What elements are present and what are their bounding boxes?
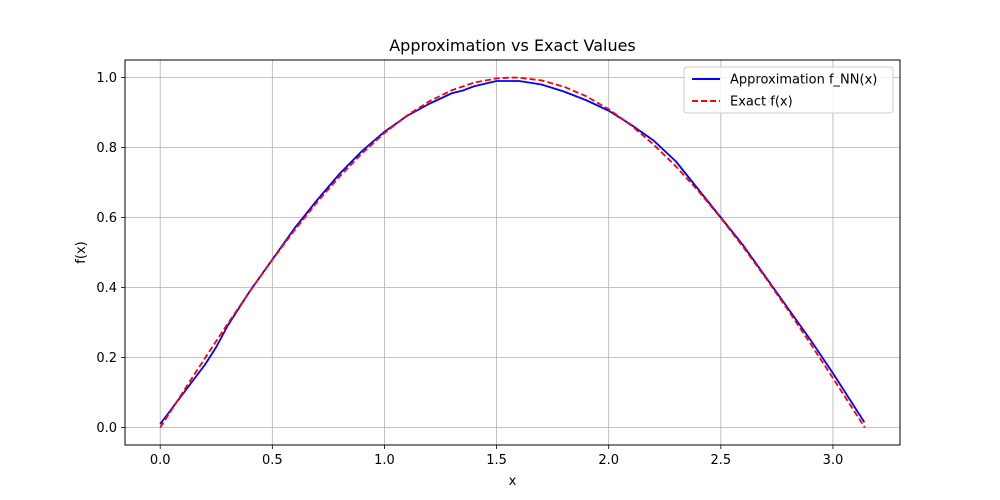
x-tick-label: 2.5 [710,453,731,468]
y-tick-label: 0.2 [96,351,117,366]
x-tick-label: 2.0 [598,453,619,468]
y-tick-label: 0.4 [96,281,117,296]
y-tick-label: 0.6 [96,211,117,226]
x-tick-label: 0.0 [150,453,171,468]
legend-label-approximation: Approximation f_NN(x) [730,73,877,88]
legend-label-exact: Exact f(x) [730,95,793,110]
series-line-exact [159,76,866,428]
x-tick-label: 1.5 [486,453,507,468]
y-axis-label: f(x) [74,241,89,263]
y-tick-label: 0.0 [96,421,117,436]
legend-box [683,66,894,114]
series-layer [159,76,866,428]
x-tick-label: 1.0 [374,453,395,468]
y-tick-label: 0.8 [96,141,117,156]
x-axis-label: x [509,474,517,489]
chart-title: Approximation vs Exact Values [389,36,636,55]
x-tick-label: 3.0 [823,453,844,468]
plot-area-frame [124,59,901,446]
grid-lines [125,60,900,445]
x-tick-label: 0.5 [262,453,283,468]
x-axis-ticks: 0.0 0.5 1.0 1.5 2.0 2.5 3.0 [150,445,843,468]
y-tick-label: 1.0 [96,71,117,86]
legend: Approximation f_NN(x) Exact f(x) [683,66,894,114]
y-axis-ticks: 0.0 0.2 0.4 0.6 0.8 1.0 [96,71,125,436]
